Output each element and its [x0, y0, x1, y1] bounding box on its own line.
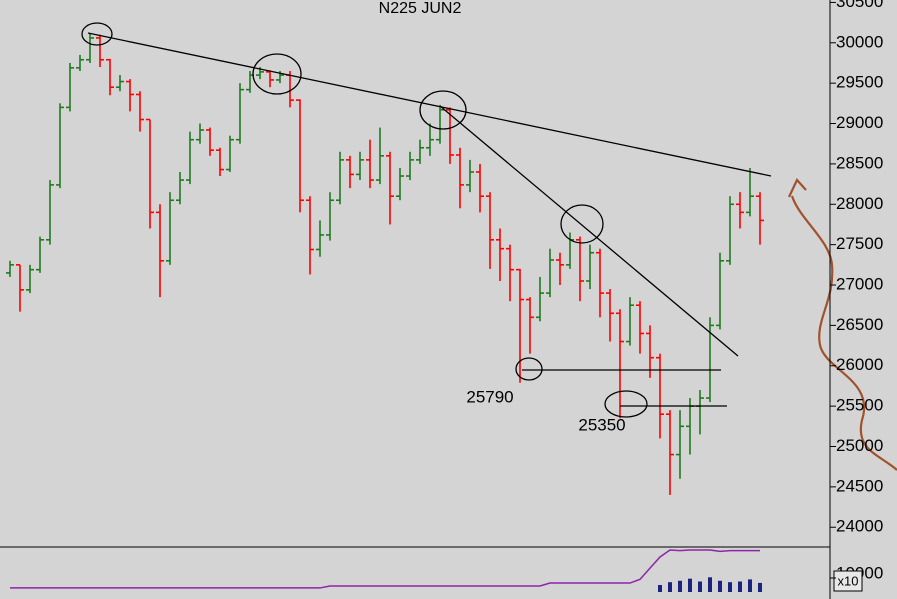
y-tick-label: 29500 — [836, 73, 883, 92]
y-tick-label: 28000 — [836, 194, 883, 213]
unit-box — [833, 570, 863, 592]
volume-bar — [658, 584, 662, 592]
circle — [604, 390, 648, 418]
circle — [252, 53, 302, 95]
volume-bar — [728, 582, 732, 592]
volume-bar — [718, 580, 722, 592]
volume-bar — [748, 579, 752, 592]
volume-bar — [668, 582, 672, 592]
open-interest-line — [10, 549, 760, 589]
trend-line — [87, 32, 772, 177]
hand-arrow — [790, 195, 897, 471]
y-tick-label: 30000 — [836, 32, 883, 51]
volume-bar — [698, 581, 702, 592]
volume-bar — [678, 580, 682, 592]
chart-title: N225 JUN2 — [379, 0, 462, 17]
y-tick-label: 29000 — [836, 113, 883, 132]
y-tick-label: 30500 — [836, 0, 883, 11]
volume-bar — [758, 582, 762, 592]
y-tick-label: 28500 — [836, 153, 883, 172]
volume-bar — [738, 581, 742, 592]
y-tick-label: 24500 — [836, 476, 883, 495]
drawings — [81, 22, 897, 471]
annotation: 25350 — [578, 415, 625, 434]
y-tick-label: 26000 — [836, 355, 883, 374]
y-tick-label: 25500 — [836, 396, 883, 415]
annotation: 25790 — [466, 387, 513, 406]
y-tick-label: 24000 — [836, 517, 883, 536]
y-tick-label: 25000 — [836, 436, 883, 455]
circle — [515, 357, 543, 381]
circle — [419, 90, 467, 130]
circle — [560, 204, 604, 244]
y-tick-label: 27500 — [836, 234, 883, 253]
circle — [81, 22, 113, 46]
y2-unit: x10 — [838, 573, 859, 588]
hand-arrow-head — [788, 178, 807, 198]
volume-bar — [688, 578, 692, 592]
trend-line — [439, 105, 739, 357]
volume-bar — [708, 577, 712, 592]
y-tick-label: 26500 — [836, 315, 883, 334]
y-tick-label: 27000 — [836, 274, 883, 293]
